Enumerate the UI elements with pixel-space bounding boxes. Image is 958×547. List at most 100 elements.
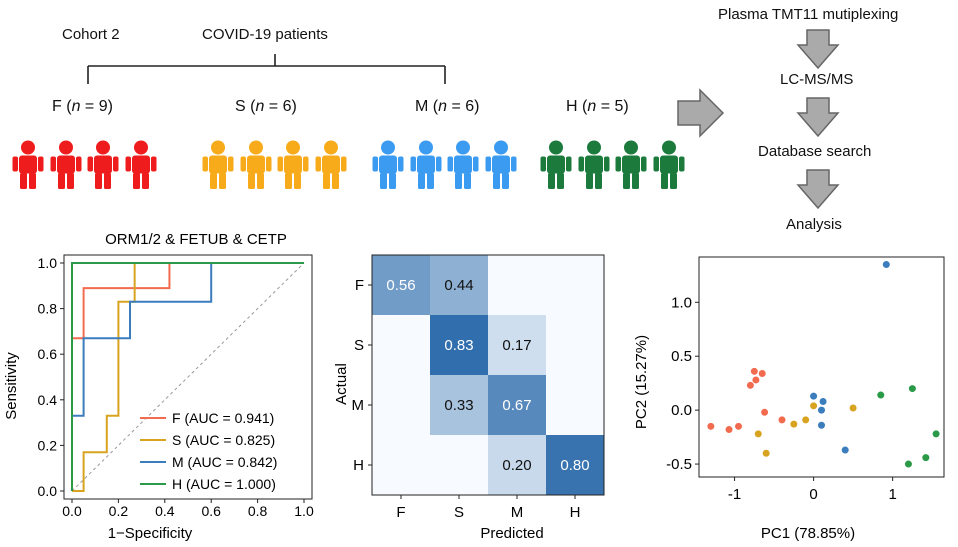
person-icon — [540, 140, 572, 189]
cm-cell — [546, 435, 604, 495]
roc-legend-label: S (AUC = 0.825) — [172, 432, 275, 448]
person-icon — [447, 140, 479, 189]
roc-ytick-label: 0.6 — [38, 346, 58, 362]
cm-col-label: F — [396, 504, 405, 521]
person-icon — [410, 140, 441, 189]
pca-point — [819, 398, 827, 406]
pca-xtick-label: 0 — [809, 486, 817, 503]
cm-cell-label: 0.56 — [386, 277, 415, 294]
cm-cell-label: 0.17 — [502, 337, 531, 354]
cm-cell — [372, 255, 430, 315]
cm-cell — [372, 435, 430, 495]
cm-cell — [430, 435, 488, 495]
cm-cell — [488, 435, 546, 495]
roc-ytick-label: 0.0 — [38, 483, 58, 499]
roc-ytick-label: 0.2 — [38, 437, 58, 453]
pca-point — [754, 430, 762, 438]
pca-point — [818, 406, 825, 414]
cm-col-label: H — [570, 504, 581, 521]
pca-point — [762, 449, 770, 457]
roc-ytick-label: 1.0 — [38, 255, 58, 271]
roc-xtick-label: 0.8 — [248, 503, 268, 519]
pca-frame — [698, 256, 945, 478]
roc-legend-label: H (AUC = 1.000) — [172, 476, 276, 492]
roc-diagonal — [71, 262, 305, 492]
cm-row-label: M — [352, 397, 365, 414]
group-label-m: M (n = 6) — [415, 98, 480, 115]
person-icon — [372, 140, 404, 189]
cm-ylabel: Actual — [333, 363, 350, 405]
arrow-down-icon — [796, 29, 840, 70]
roc-xtick-label: 0.4 — [155, 503, 175, 519]
pca-point — [735, 422, 743, 430]
pca-point — [882, 261, 890, 269]
cm-cell — [430, 315, 488, 375]
roc-xtick-label: 0.2 — [109, 503, 129, 519]
roc-xtick-label: 0.0 — [62, 503, 82, 519]
pca-point — [841, 446, 849, 454]
cm-cell-label: 0.33 — [444, 397, 473, 414]
pca-point — [707, 422, 715, 430]
group-label-s: S (n = 6) — [235, 98, 297, 115]
person-icon — [485, 140, 516, 189]
pca-point — [725, 426, 733, 434]
cm-cell — [546, 375, 604, 435]
workflow-step-4: Analysis — [786, 216, 842, 233]
cm-xlabel: Predicted — [480, 525, 543, 542]
pca-point — [932, 430, 940, 438]
pca-point — [877, 391, 885, 399]
pca-ytick-label: -0.5 — [666, 456, 692, 473]
cm-cell — [546, 315, 604, 375]
arrow-down-icon — [796, 97, 840, 138]
cm-frame — [371, 254, 605, 496]
person-icon — [615, 140, 647, 189]
person-icon — [12, 140, 44, 189]
cm-cell-label: 0.83 — [444, 337, 473, 354]
cm-cell-label: 0.67 — [502, 397, 531, 414]
roc-xtick-label: 1.0 — [294, 503, 314, 519]
roc-series-line — [72, 262, 304, 492]
person-icon — [653, 140, 684, 189]
arrow-right-icon — [677, 88, 725, 138]
roc-ytick-label: 0.4 — [38, 392, 58, 408]
pca-point — [746, 381, 754, 389]
cm-cell-label: 0.20 — [502, 457, 531, 474]
cm-cell — [372, 375, 430, 435]
person-icon — [50, 140, 81, 189]
pca-point — [922, 454, 930, 462]
pca-xlabel: PC1 (78.85%) — [761, 525, 855, 542]
pca-point — [849, 404, 857, 412]
person-icon — [202, 140, 234, 189]
workflow-step-2: LC-MS/MS — [780, 71, 854, 88]
pca-point — [750, 367, 758, 375]
cm-row-label: F — [355, 277, 364, 294]
cm-cell — [488, 255, 546, 315]
roc-series-line — [71, 262, 304, 491]
group-label-h: H (n = 5) — [566, 98, 629, 115]
workflow-step-3: Database search — [758, 143, 872, 160]
pca-point — [818, 421, 825, 429]
pca-ytick-label: 0.5 — [671, 348, 692, 365]
patients-label: COVID-19 patients — [202, 26, 328, 43]
cm-cell — [430, 255, 488, 315]
cm-col-label: M — [511, 504, 524, 521]
cohort-label: Cohort 2 — [62, 26, 120, 43]
pca-ytick-label: 0.0 — [671, 402, 692, 419]
person-icon — [578, 140, 609, 189]
roc-legend-label: M (AUC = 0.842) — [172, 454, 277, 470]
cm-col-label: S — [454, 504, 464, 521]
group-label-f: F (n = 9) — [52, 98, 113, 115]
pca-point — [810, 402, 818, 410]
roc-series-line — [71, 262, 304, 491]
roc-ytick-label: 0.8 — [38, 301, 58, 317]
pca-point — [790, 420, 798, 428]
cohort-bracket — [87, 54, 446, 84]
cm-cell — [488, 315, 546, 375]
pca-xtick-label: 1 — [888, 486, 896, 503]
arrow-down-icon — [796, 169, 840, 210]
pca-point — [758, 369, 766, 377]
pca-xtick-label: -1 — [728, 486, 741, 503]
pca-point — [908, 385, 916, 393]
pca-point — [904, 460, 912, 468]
